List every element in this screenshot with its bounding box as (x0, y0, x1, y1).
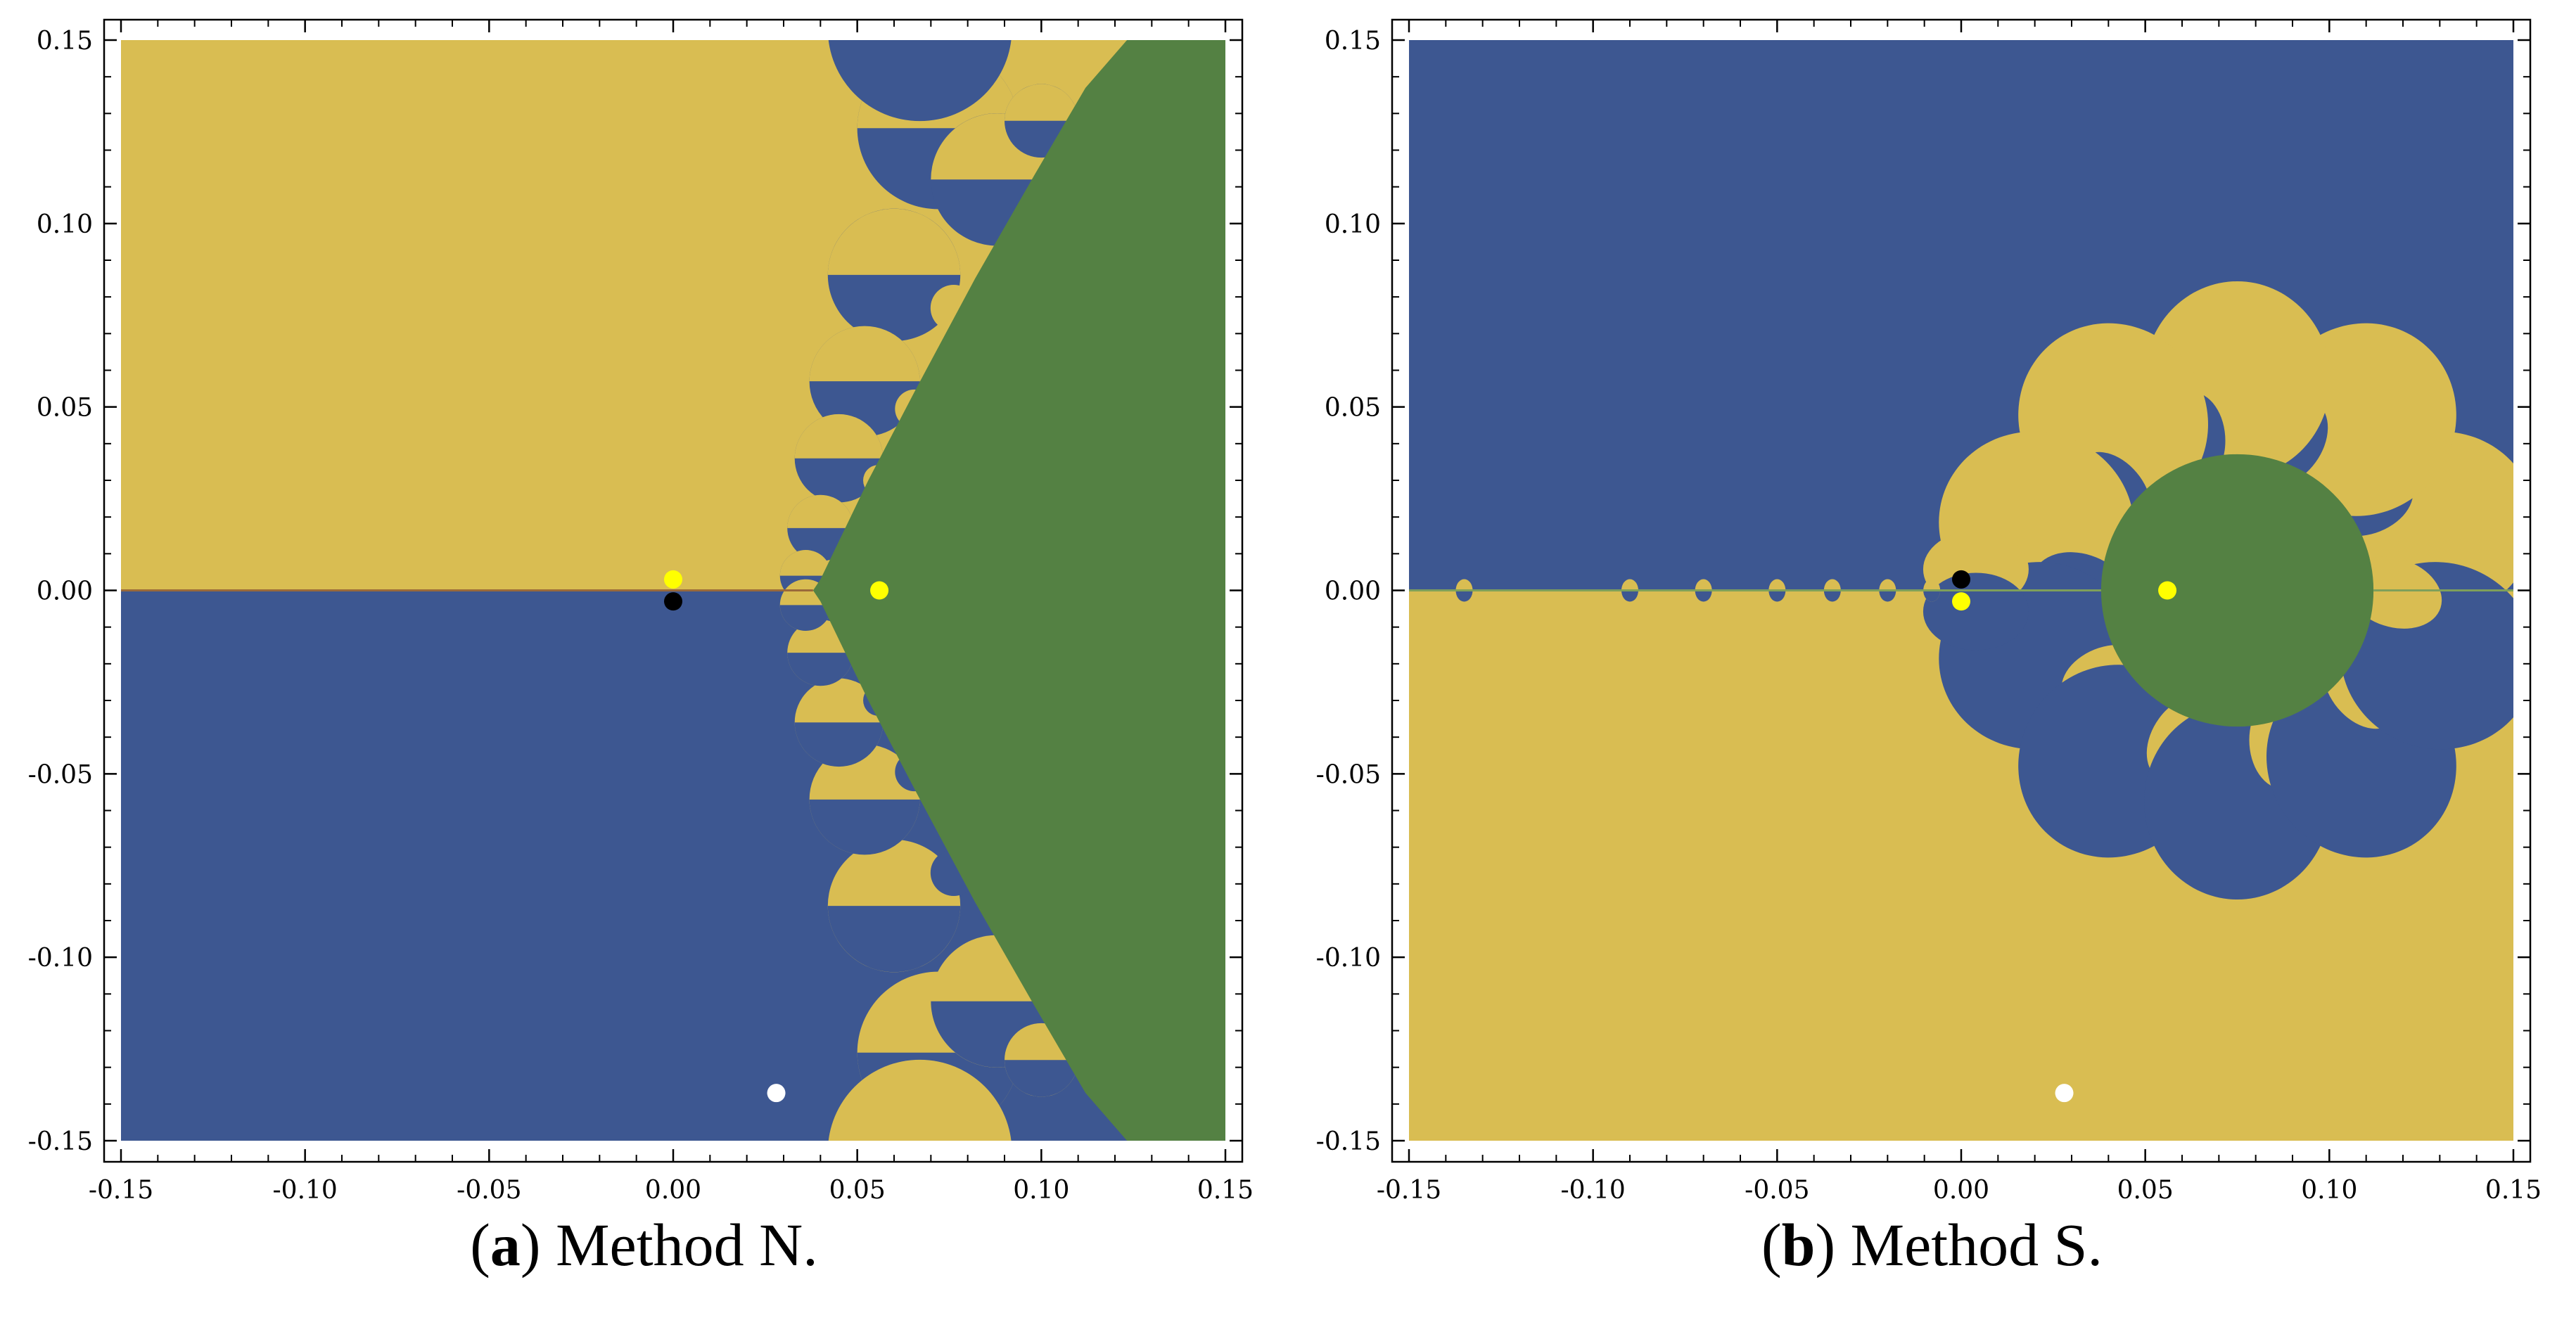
x-tick-label: -0.15 (89, 1176, 153, 1205)
y-tick-label: -0.15 (28, 1127, 93, 1156)
point-yellow (2158, 581, 2177, 600)
boundary-bulb-half (787, 494, 854, 528)
x-tick-label: -0.05 (457, 1176, 521, 1205)
boundary-bulb-half (779, 550, 832, 576)
point-black (1952, 570, 1970, 589)
caption-letter-b: b (1781, 1211, 1816, 1279)
x-tick-label: 0.05 (2117, 1176, 2174, 1205)
caption-text-b: Method S. (1835, 1211, 2103, 1279)
y-tick-label: 0.05 (1325, 394, 1381, 423)
y-tick-label: 0.15 (37, 27, 93, 56)
caption-a: (a) Method N. (470, 1211, 818, 1279)
boundary-bulb-half (809, 799, 920, 855)
caption-letter-a: a (490, 1211, 521, 1279)
boundary-bulb-half (794, 414, 884, 459)
x-tick-label: -0.10 (1561, 1176, 1626, 1205)
basin-field-0 (121, 40, 1225, 1141)
y-tick-label: 0.10 (37, 210, 93, 239)
point-yellow (870, 581, 889, 600)
x-tick-label: 0.10 (1013, 1176, 1069, 1205)
boundary-bulb-half (827, 906, 961, 973)
x-tick-label: 0.00 (645, 1176, 701, 1205)
x-tick-label: -0.10 (273, 1176, 338, 1205)
axis-bud-half (1768, 590, 1786, 602)
caption-text-a: Method N. (540, 1211, 818, 1279)
y-tick-label: -0.05 (1316, 760, 1381, 789)
boundary-bulb (828, 40, 1012, 122)
y-tick-label: 0.15 (1325, 27, 1381, 56)
x-tick-label: 0.15 (1197, 1176, 1254, 1205)
x-tick-label: -0.05 (1745, 1176, 1809, 1205)
caption-b: (b) Method S. (1761, 1211, 2103, 1279)
axis-bud-half (1695, 590, 1712, 602)
panel-method-n: -0.15 -0.10 -0.05 0.00 0.05 0.10 0.15 -0.15 -0.1… (28, 18, 1254, 1279)
y-tick-label: 0.00 (1325, 577, 1381, 606)
boundary-bulb-half (809, 326, 920, 382)
axes: -0.15 -0.10 -0.05 0.00 0.05 0.10 0.15 -0.15 -0.1… (28, 20, 1254, 1205)
basin-plot-a: -0.15 -0.10 -0.05 0.00 0.05 0.10 0.15 -0.15 -0.1… (28, 18, 1254, 1205)
point-black (664, 592, 682, 611)
x-tick-label: 0.05 (829, 1176, 886, 1205)
point-white (767, 1084, 786, 1103)
x-tick-label: 0.10 (2301, 1176, 2357, 1205)
axes: -0.15 -0.10 -0.05 0.00 0.05 0.10 0.15 -0.15 -0.1… (1316, 20, 2542, 1205)
y-tick-label: -0.15 (1316, 1127, 1381, 1156)
y-tick-label: 0.00 (37, 577, 93, 606)
boundary-bulb-half (1005, 84, 1078, 121)
basin-field-1 (1409, 40, 2513, 1141)
region-central-disk (2100, 454, 2374, 727)
y-tick-label: 0.10 (1325, 210, 1381, 239)
point-yellow (664, 570, 682, 589)
axis-bud-half (1823, 590, 1841, 602)
axis-bud-half (1455, 590, 1473, 602)
panel-method-s: -0.15 -0.10 -0.05 0.00 0.05 0.10 0.15 -0.15 -0.1… (1288, 0, 2576, 1332)
boundary-bulb (828, 1059, 1012, 1141)
boundary-bulb-half (827, 208, 961, 275)
y-tick-label: -0.10 (28, 944, 93, 973)
y-tick-label: 0.05 (37, 394, 93, 423)
boundary-bulb-half (794, 722, 884, 767)
axis-bud-half (1923, 590, 1941, 602)
left-lobe-lower (1923, 572, 2029, 651)
axis-bud-half (1621, 590, 1638, 602)
y-tick-label: -0.05 (28, 760, 93, 789)
x-tick-label: 0.15 (2485, 1176, 2542, 1205)
basin-plot-b: -0.15 -0.10 -0.05 0.00 0.05 0.10 0.15 -0.15 -0.1… (1316, 18, 2542, 1205)
point-white (2055, 1084, 2074, 1103)
axis-bud-half (1879, 590, 1896, 602)
y-tick-label: -0.10 (1316, 944, 1381, 973)
region-right-region (812, 40, 1225, 1141)
boundary-bulb-half (779, 605, 832, 631)
boundary-bulb-half (1005, 1060, 1078, 1097)
boundary-bulb-half (787, 653, 854, 686)
x-tick-label: 0.00 (1933, 1176, 1989, 1205)
point-yellow (1952, 592, 1970, 611)
x-tick-label: -0.15 (1377, 1176, 1441, 1205)
